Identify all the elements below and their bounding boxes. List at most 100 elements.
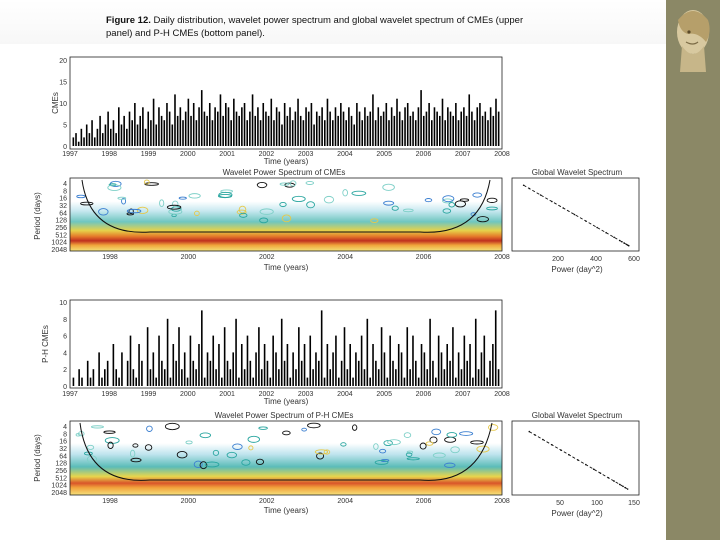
ph-ytick: 8 <box>63 317 67 324</box>
cmes-wavelet-contour <box>281 214 292 223</box>
cmes-xtick: 2006 <box>416 151 432 158</box>
ph-wavelet-xtick: 2008 <box>494 498 510 505</box>
cmes-xtick: 2004 <box>337 151 353 158</box>
cmes-xtick: 2001 <box>219 151 235 158</box>
cmes-wavelet-title: Wavelet Power Spectrum of CMEs <box>223 168 346 177</box>
cmes-wavelet-contour <box>236 209 247 215</box>
ph-wavelet-contour <box>373 443 379 450</box>
ph-xtick: 1998 <box>101 391 117 398</box>
ph-wavelet-contour <box>476 445 490 453</box>
cmes-global-spectrum-point <box>551 200 553 203</box>
cmes-global-spectrum-point <box>539 194 542 196</box>
ph-wavelet-xtick: 2006 <box>416 498 432 505</box>
ph-wavelet-contour <box>379 448 387 454</box>
ph-wavelet-contour <box>86 455 97 464</box>
ph-global-xtick: 150 <box>628 500 640 507</box>
cmes-global-spectrum-point <box>621 241 623 243</box>
cmes-global-spectrum-point <box>618 239 621 242</box>
cmes-wavelet-contour <box>144 182 159 186</box>
ph-wavelet-ytick: 128 <box>55 461 67 468</box>
ph-wavelet-contour <box>176 451 188 459</box>
cmes-global-spectrum-point <box>528 187 531 190</box>
cmes-global-spectrum-point <box>562 207 564 209</box>
cmes-ytick: 0 <box>63 144 67 151</box>
ph-global-spectrum-point <box>568 453 570 456</box>
cmes-global-panel: Global Wavelet Spectrum 200 400 600 Power … <box>511 168 640 274</box>
cmes-wavelet-contour <box>80 201 94 206</box>
cmes-wavelet-contour <box>289 180 297 187</box>
cmes-wavelet-contours <box>76 179 498 224</box>
ph-wavelet-contour <box>132 443 139 448</box>
ph-wavelet-contour <box>232 443 243 450</box>
ph-global-spectrum-point <box>599 472 602 474</box>
cmes-wavelet-contour <box>117 196 127 200</box>
cmes-ytick: 10 <box>59 101 67 108</box>
cmes-wavelet-contour <box>291 195 306 203</box>
ph-wavelet-contour <box>307 422 321 429</box>
cmes-xtick: 1999 <box>141 151 157 158</box>
ph-wavelet-contour <box>352 424 358 431</box>
cmes-wavelet-contour <box>472 192 483 198</box>
cmes-wavelet-xtick: 2004 <box>337 254 353 261</box>
ph-wavelet-contour <box>144 444 153 451</box>
cmes-wavelet-contour <box>442 208 452 214</box>
ph-wavelet-ytick: 512 <box>55 475 67 482</box>
ph-wavelet-xtick: 2002 <box>259 498 275 505</box>
ph-wavelet-contour <box>450 446 460 454</box>
cmes-wavelet-contour <box>239 212 248 218</box>
ph-wavelet-panel: Wavelet Power Spectrum of P-H CMEs 48163… <box>33 411 510 515</box>
ph-global-spectrum-point <box>592 468 595 471</box>
ph-wavelet-contour <box>419 442 427 450</box>
cmes-wavelet-contour <box>194 210 200 217</box>
ph-ytick: 2 <box>63 367 67 374</box>
cmes-wavelet-ytick: 64 <box>59 210 67 217</box>
ph-series-bars <box>72 310 500 386</box>
cmes-wavelet-contour <box>279 201 287 208</box>
ph-global-spectrum-point <box>542 438 544 441</box>
ph-wavelet-contour <box>405 452 413 457</box>
ph-wavelet-contour <box>255 458 265 465</box>
cmes-cone-of-influence <box>81 179 491 233</box>
ph-wavelet-contour <box>193 460 203 469</box>
ph-wavelet-contour <box>185 440 193 445</box>
ph-global-spectrum-point <box>585 463 587 466</box>
ph-wavelet-contour <box>403 432 412 438</box>
cmes-wavelet-contour <box>370 218 379 223</box>
ph-global-frame <box>511 420 640 496</box>
cmes-ytick: 20 <box>59 58 67 65</box>
cmes-xtick: 1998 <box>101 151 117 158</box>
ph-global-xlabel: Power (day^2) <box>551 509 603 518</box>
ph-wavelet-ytick: 2048 <box>51 490 67 497</box>
ph-global-spectrum-point <box>577 459 579 461</box>
caption-band <box>0 0 666 44</box>
ph-wavelet-map <box>69 420 503 496</box>
ph-wavelet-contour <box>146 425 153 432</box>
cmes-wavelet-xtick: 2002 <box>259 254 275 261</box>
ph-global-xtick: 50 <box>556 500 564 507</box>
ph-wavelet-contour <box>425 441 434 446</box>
cmes-wavelet-ytick: 512 <box>55 232 67 239</box>
cmes-wavelet-map <box>69 177 503 252</box>
cmes-ytick: 15 <box>59 80 67 87</box>
ph-wavelet-contour <box>226 451 238 459</box>
cmes-wavelet-contour <box>305 180 315 185</box>
cmes-wavelet-contour <box>121 197 127 205</box>
ph-wavelet-contour <box>90 425 104 429</box>
cmes-wavelet-ytick: 16 <box>59 196 67 203</box>
ph-xtick: 1999 <box>141 391 157 398</box>
cmes-global-spectrum-line <box>523 184 629 247</box>
ph-wavelet-ylabel: Period (days) <box>33 434 42 482</box>
cmes-wavelet-contour <box>383 200 395 206</box>
ph-global-spectrum-point <box>534 434 536 436</box>
ph-global-spectrum-point <box>618 483 621 486</box>
cmes-wavelet-contour <box>486 197 498 203</box>
cmes-xtick: 2003 <box>298 151 314 158</box>
cmes-wavelet-contour <box>459 198 470 202</box>
ph-wavelet-contour <box>470 440 484 445</box>
ph-wavelet-xlabel: Time (years) <box>264 506 309 515</box>
ph-wavelet-contour <box>314 449 329 455</box>
ph-wavelet-contour <box>406 450 414 454</box>
ph-ytick: 4 <box>63 350 67 357</box>
ph-wavelet-contour <box>164 422 180 431</box>
cmes-wavelet-contour <box>178 196 187 200</box>
